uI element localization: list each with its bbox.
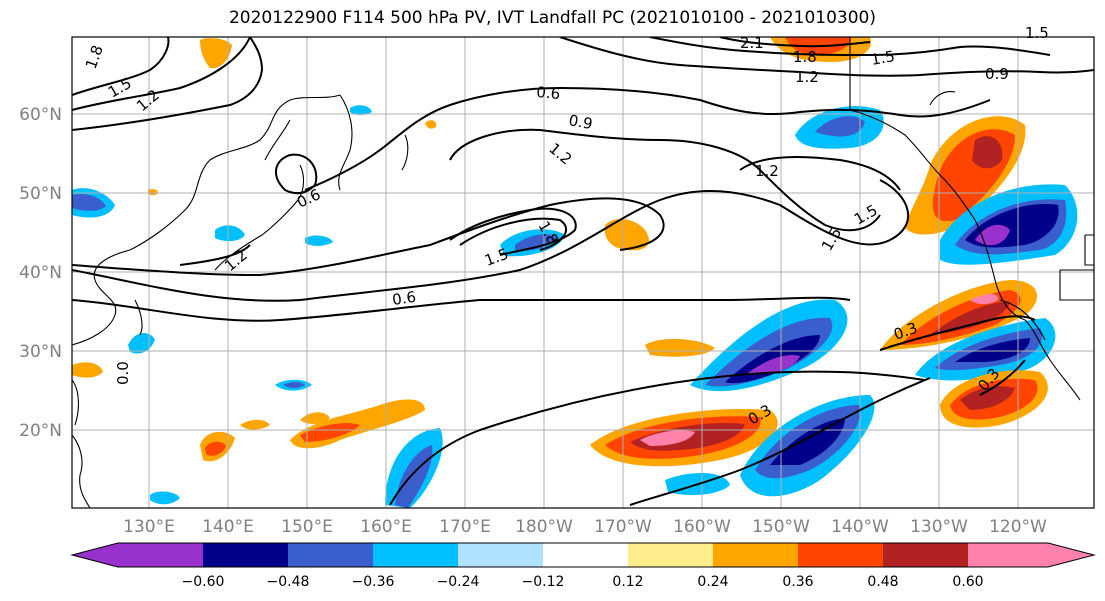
colorbar-swatch [118, 543, 203, 567]
colorbar-tick-label: −0.12 [522, 574, 565, 590]
colorbar-swatch [203, 543, 288, 567]
contour-label: 1.2 [133, 86, 163, 115]
lat-label: 40°N [19, 263, 62, 283]
colorbar-swatch [713, 543, 798, 567]
contour-label: 0.6 [536, 83, 561, 103]
lon-label: 160°W [673, 517, 731, 537]
contour-label: 1.5 [851, 201, 881, 229]
colorbar-swatch [883, 543, 968, 567]
lon-label: 170°E [439, 517, 491, 537]
longitude-labels: 130°E 140°E 150°E 160°E 170°E 180°W 170°… [123, 517, 1047, 537]
colorbar-extend-right [1048, 543, 1094, 567]
colorbar-swatch [968, 543, 1048, 567]
lat-label: 60°N [19, 105, 62, 125]
contour-label: 0.0 [114, 361, 132, 385]
contour-label: 0.6 [294, 185, 323, 211]
colorbar-tick-label: 0.12 [612, 574, 643, 590]
lon-label: 130°E [123, 517, 175, 537]
colorbar-tick-label: 0.60 [952, 574, 983, 590]
colorbar-swatch [798, 543, 883, 567]
colorbar-swatch [628, 543, 713, 567]
contour-label: 0.9 [567, 111, 594, 133]
contour-label: 1.8 [82, 43, 107, 72]
lon-label: 140°W [831, 517, 889, 537]
contour-label: 1.2 [221, 246, 251, 275]
contour-label: 1.2 [795, 68, 819, 86]
contour-label: 1.5 [870, 47, 897, 69]
lon-label: 150°W [752, 517, 810, 537]
colorbar-swatch [288, 543, 373, 567]
lon-label: 180°W [515, 517, 573, 537]
contour-label: 0.9 [985, 65, 1009, 83]
colorbar-tick-label: −0.24 [437, 574, 480, 590]
lon-label: 120°W [989, 517, 1047, 537]
contour-label: 1.2 [755, 162, 779, 180]
lat-label: 50°N [19, 184, 62, 204]
contour-label: 2.1 [740, 34, 764, 52]
colorbar-tick-label: −0.60 [182, 574, 225, 590]
colorbar-swatch [543, 543, 628, 567]
coastlines [72, 37, 1094, 508]
map-frame [71, 36, 1095, 509]
lon-label: 140°E [202, 517, 254, 537]
lon-label: 150°E [281, 517, 333, 537]
colorbar-swatch [373, 543, 458, 567]
lat-label: 30°N [19, 342, 62, 362]
contour-label: 1.2 [545, 139, 575, 168]
latitude-labels: 60°N 50°N 40°N 30°N 20°N [19, 105, 62, 441]
colorbar-tick-label: 0.24 [697, 574, 728, 590]
colorbar-tick-label: −0.36 [352, 574, 395, 590]
lon-label: 160°E [360, 517, 412, 537]
contour-label: 1.5 [1025, 24, 1049, 42]
colorbar-tick-label: 0.48 [867, 574, 898, 590]
lon-label: 170°W [594, 517, 652, 537]
contour-label: 1.8 [793, 48, 817, 66]
map-title: 2020122900 F114 500 hPa PV, IVT Landfall… [228, 8, 876, 28]
colorbar-swatch [458, 543, 543, 567]
colorbar: −0.60 −0.48 −0.36 −0.24 −0.12 0.12 0.24 … [70, 542, 1096, 590]
lon-label: 130°W [910, 517, 968, 537]
lat-label: 20°N [19, 421, 62, 441]
graticule [72, 37, 1094, 508]
colorbar-tick-label: −0.48 [267, 574, 310, 590]
colorbar-tick-label: 0.36 [782, 574, 813, 590]
pv-contours [72, 37, 1094, 506]
contour-label: 0.6 [391, 288, 417, 309]
colorbar-extend-left [72, 543, 118, 567]
